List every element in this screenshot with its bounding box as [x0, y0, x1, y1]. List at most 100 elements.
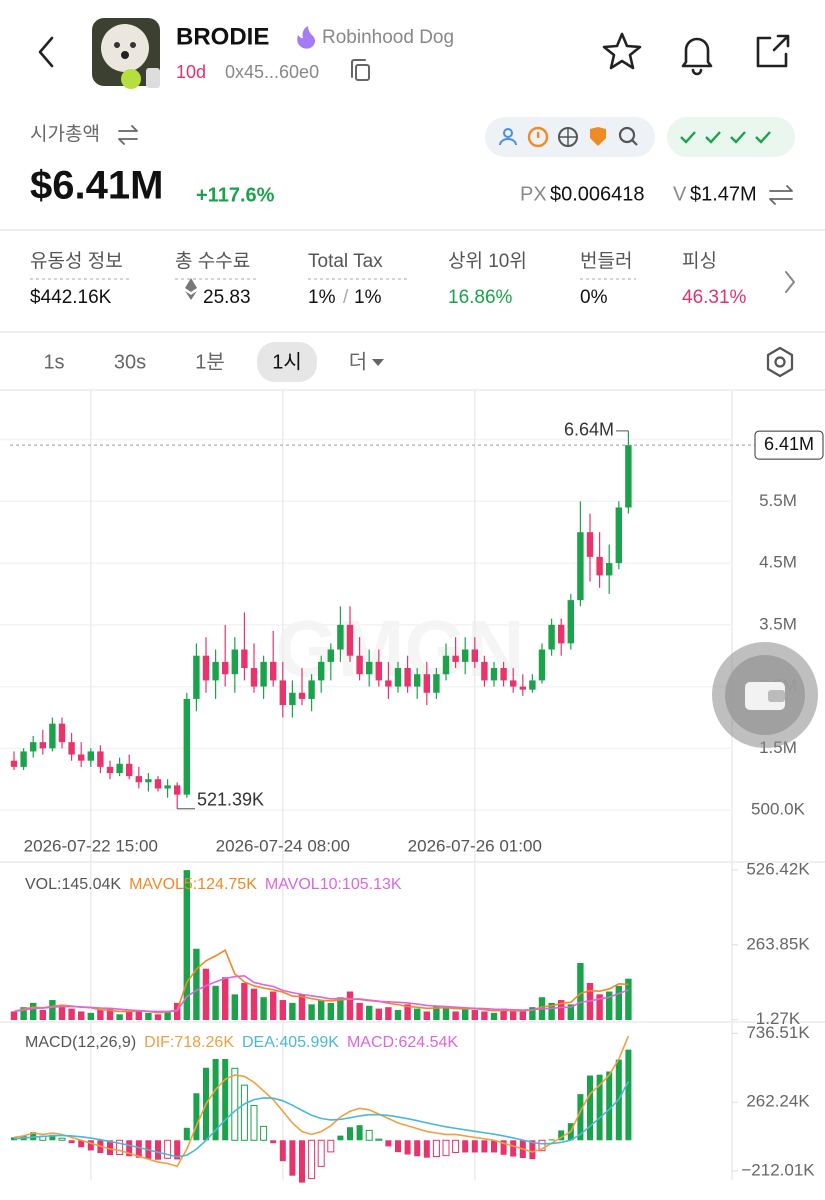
candle-body: [241, 649, 248, 669]
y-tick-label: 263.85K: [746, 934, 810, 953]
interval-tab[interactable]: 1분: [195, 351, 225, 373]
volume-bar: [510, 1011, 517, 1020]
candle-body: [586, 532, 594, 557]
y-tick-label: 500.0K: [751, 800, 806, 819]
y-tick-label: 736.51K: [746, 1023, 810, 1042]
swap-icon[interactable]: [769, 185, 793, 205]
floating-wallet-button[interactable]: [712, 642, 818, 748]
legend-entry: MACD(12,26,9): [25, 1034, 136, 1051]
candle-body: [289, 692, 296, 706]
candle-body: [308, 680, 315, 699]
interval-tab[interactable]: 더: [349, 350, 367, 373]
stat-value: 46.31%: [682, 287, 747, 308]
macd-bar: [491, 1140, 497, 1153]
copy-button[interactable]: [351, 59, 370, 81]
macd-bar: [250, 1104, 258, 1141]
share-button[interactable]: [756, 34, 790, 68]
volume-bar: [30, 1002, 37, 1020]
back-button[interactable]: [38, 36, 54, 68]
candle-body: [548, 624, 555, 650]
volume-bar: [222, 977, 229, 1020]
candle-body: [231, 649, 238, 675]
volume-bar: [558, 1000, 565, 1020]
interval-tab[interactable]: 30s: [114, 351, 146, 373]
dea-line: [13, 1080, 630, 1158]
volume-bar: [481, 1011, 488, 1020]
volume-bar: [596, 994, 603, 1020]
macd-bar: [87, 1140, 94, 1151]
legend-entry: VOL:145.04K: [25, 876, 121, 893]
candle-body: [500, 668, 507, 681]
candle-body: [538, 649, 546, 681]
macd-bar: [587, 1075, 593, 1141]
candle-body: [433, 674, 440, 693]
macd-bar: [68, 1140, 75, 1144]
macd-bar: [289, 1140, 296, 1176]
candle-body: [375, 661, 382, 681]
volume-bar: [202, 968, 210, 1020]
stat-label: 피싱: [682, 250, 717, 272]
candle-body: [346, 624, 354, 656]
macd-bar: [423, 1140, 430, 1158]
swap-icon[interactable]: [118, 125, 138, 145]
favorite-button[interactable]: [602, 32, 642, 70]
max-label: 6.64M: [564, 420, 614, 440]
dif-line: [13, 1035, 630, 1168]
candle-body: [462, 649, 469, 662]
audit-badges[interactable]: [485, 117, 655, 157]
macd-bar: [135, 1140, 142, 1158]
min-label: 521.39K: [197, 790, 264, 810]
volume-bar: [548, 1002, 555, 1020]
macd-bar: [500, 1140, 507, 1155]
macd-bar: [155, 1140, 161, 1160]
macd-bar: [49, 1134, 56, 1141]
interval-tab[interactable]: 1시: [272, 351, 302, 373]
volume-bar: [423, 1011, 430, 1020]
ma10-line: [13, 975, 629, 1013]
volume-bar: [366, 1005, 373, 1020]
stat-label: 번들러: [580, 250, 632, 272]
y-tick-label: 262.24K: [746, 1092, 810, 1111]
macd-bar: [529, 1140, 536, 1160]
stat-value: 25.83: [203, 287, 251, 308]
volume-bar: [250, 988, 258, 1020]
x-tick-label: 2026-07-26 01:00: [408, 836, 542, 855]
volume-bar: [231, 994, 238, 1020]
volume-bar: [10, 1011, 18, 1020]
candle-body: [567, 600, 574, 644]
macd-bar: [538, 1139, 546, 1152]
security-checks[interactable]: [667, 117, 795, 157]
volume-bar: [327, 1002, 334, 1020]
volume-bar: [68, 1008, 75, 1020]
interval-tab[interactable]: 1s: [43, 351, 64, 373]
volume-bar: [78, 1011, 85, 1020]
market-change: +117.6%: [196, 184, 275, 206]
macd-bar: [481, 1140, 488, 1153]
macd-bar: [78, 1140, 85, 1148]
macd-bar: [183, 1127, 190, 1141]
alert-button[interactable]: [681, 37, 713, 76]
volume-bar: [529, 1007, 536, 1020]
market-cap-label: 시가총액: [30, 123, 100, 145]
candle-body: [135, 776, 142, 783]
macd-bar: [174, 1140, 181, 1160]
candle-body: [183, 698, 190, 795]
macd-bar: [317, 1139, 325, 1167]
macd-bar: [116, 1139, 124, 1155]
more-stats[interactable]: [785, 271, 795, 293]
chart-settings[interactable]: [766, 346, 794, 378]
volume-bar: [490, 1012, 498, 1020]
token-subtitle: Robinhood Dog: [322, 27, 454, 48]
candle-body: [49, 723, 56, 749]
candle-body: [471, 649, 478, 662]
candle-body: [356, 655, 363, 675]
volume-bar: [615, 985, 622, 1020]
macd-bar: [558, 1130, 565, 1141]
current-price-badge: [754, 430, 824, 460]
macd-bar: [279, 1140, 286, 1162]
candle-body: [164, 785, 171, 789]
legend-entry: DIF:718.26K: [144, 1034, 234, 1051]
candle-body: [442, 655, 450, 675]
volume-bar: [193, 948, 200, 1020]
